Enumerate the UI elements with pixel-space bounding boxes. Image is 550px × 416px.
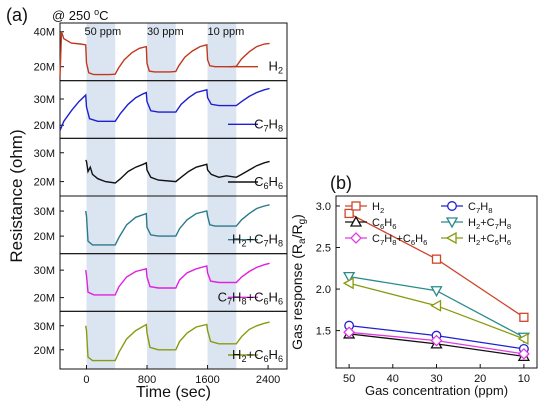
y-tick-label: 40M [34, 27, 55, 39]
x-tick-label: 1600 [195, 374, 219, 386]
data-point [517, 347, 530, 360]
y-tick-label: 20M [34, 120, 55, 132]
data-point [517, 332, 529, 346]
legend-label: C7H8+C6H6 [218, 289, 283, 306]
y-axis-label: Gas response (Ra/Rg) [289, 214, 308, 350]
x-tick-label: 40 [387, 373, 399, 385]
legend-label: H2+C6H6 [232, 347, 283, 364]
data-point [351, 201, 361, 211]
data-point [447, 201, 457, 211]
x-tick-label: 30 [430, 373, 442, 385]
series-line [85, 321, 270, 362]
data-point [519, 312, 529, 322]
data-point [430, 334, 443, 347]
y-tick-label: 20M [34, 231, 55, 243]
legend-label: H2+C6H6 [468, 233, 511, 247]
condition-label: @ 250 oC [52, 7, 109, 23]
data-point [430, 286, 443, 298]
data-point [342, 277, 354, 290]
data-point [431, 254, 442, 264]
x-tick-label: 2400 [256, 374, 280, 386]
y-tick-label: 20M [34, 177, 55, 189]
y-tick-label: 20M [34, 293, 55, 305]
panel-b-chart: 50 40 30 20 10 1.5 2.0 2.5 3.0 Gas concentration … [289, 195, 538, 398]
data-point [445, 231, 457, 245]
pulse-label: 10 ppm [208, 26, 245, 38]
data-point [349, 215, 363, 227]
y-tick-label: 30M [34, 148, 55, 160]
y-tick-label: 1.5 [316, 326, 331, 338]
series-line [59, 87, 270, 131]
y-tick-label: 30M [34, 265, 55, 277]
legend-label: C7H8+C6H6 [372, 233, 427, 247]
panel-a-chart: 50 ppm 30 ppm 10 ppm 20M 40M H2 20M 30M C7H8 20M 3… [7, 22, 288, 401]
x-tick-label: 0 [83, 374, 89, 386]
legend-label: C7H8 [254, 116, 283, 133]
y-tick-label: 30M [34, 206, 55, 218]
y-tick-label: 30M [34, 94, 55, 106]
y-tick-label: 30M [34, 321, 55, 333]
data-point [343, 326, 356, 339]
legend-label: H2 [269, 59, 283, 76]
data-point [343, 271, 356, 283]
x-axis-label: Time (sec) [136, 384, 211, 401]
legend-label: H2 [372, 201, 384, 215]
data-point [344, 208, 354, 219]
y-tick-label: 2.5 [316, 243, 331, 255]
legend-label: H2+C7H8 [232, 232, 283, 249]
legend-label: C7H8 [468, 201, 492, 215]
data-point [350, 232, 362, 244]
panel-b-label: (b) [330, 173, 352, 193]
x-tick-label: 50 [343, 373, 355, 385]
series-line [85, 204, 270, 246]
y-tick-label: 3.0 [316, 201, 331, 213]
pulse-label: 50 ppm [84, 26, 121, 38]
data-point [430, 299, 442, 312]
legend-label: H2+C7H8 [468, 217, 511, 231]
y-tick-label: 20M [34, 345, 55, 357]
subplot-frame [59, 310, 288, 370]
x-tick-label: 800 [138, 374, 156, 386]
x-tick-label: 20 [474, 373, 486, 385]
panel-a-label: (a) [6, 5, 28, 25]
series-line [85, 159, 270, 184]
series-line [85, 262, 270, 296]
data-point [445, 217, 459, 229]
y-axis-label: Resistance (ohm) [7, 129, 26, 262]
legend-label: C6H6 [254, 174, 283, 191]
x-tick-label: 10 [518, 373, 530, 385]
x-axis-label: Gas concentration (ppm) [365, 383, 508, 398]
y-tick-label: 2.0 [316, 284, 331, 296]
pulse-label: 30 ppm [147, 26, 184, 38]
y-tick-label: 20M [34, 62, 55, 74]
legend-label: C6H6 [372, 217, 396, 231]
